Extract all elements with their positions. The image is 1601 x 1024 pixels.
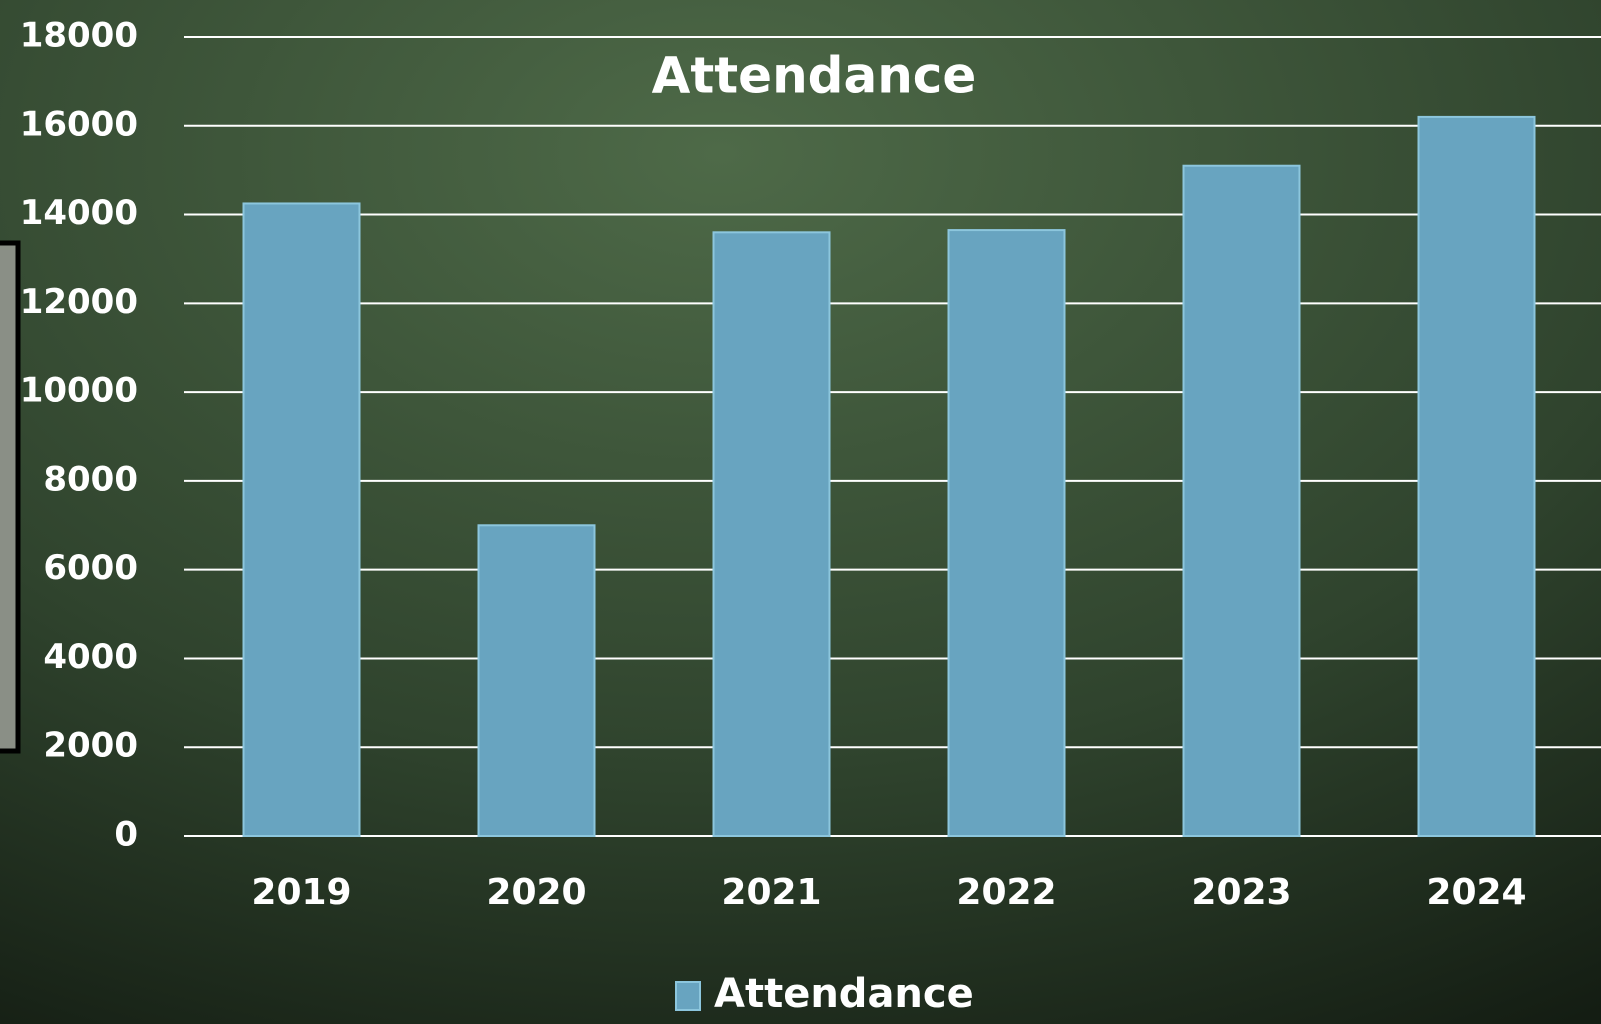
bar xyxy=(1184,166,1300,836)
y-tick-label: 14000 xyxy=(20,193,138,233)
y-tick-label: 16000 xyxy=(20,104,138,144)
x-tick-label: 2019 xyxy=(251,872,351,913)
y-tick-label: 12000 xyxy=(20,282,138,322)
x-tick-label: 2024 xyxy=(1426,872,1526,913)
page: {"chart_data": {"type": "bar", "title": … xyxy=(0,0,1601,1024)
y-tick-label: 8000 xyxy=(43,459,138,499)
legend-swatch xyxy=(676,982,700,1010)
y-tick-label: 10000 xyxy=(20,371,138,411)
x-tick-label: 2023 xyxy=(1191,872,1291,913)
y-tick-label: 4000 xyxy=(43,637,138,677)
x-tick-label: 2022 xyxy=(956,872,1056,913)
bar xyxy=(244,203,360,836)
y-tick-label: 18000 xyxy=(20,16,138,56)
y-tick-label: 6000 xyxy=(43,548,138,588)
chart: Attendance 0 2000 4000 6000 8000 10000 12000 14… xyxy=(0,0,1601,1024)
y-tick-label: 0 xyxy=(114,815,138,855)
x-tick-label: 2020 xyxy=(486,872,586,913)
legend-label: Attendance xyxy=(714,971,974,1017)
chart-title: Attendance xyxy=(652,47,977,105)
bar xyxy=(1419,117,1535,836)
side-photo xyxy=(0,243,18,751)
x-tick-label: 2021 xyxy=(721,872,821,913)
y-tick-label: 2000 xyxy=(43,726,138,766)
bar xyxy=(714,232,830,836)
bar xyxy=(479,525,595,836)
bar xyxy=(949,230,1065,836)
